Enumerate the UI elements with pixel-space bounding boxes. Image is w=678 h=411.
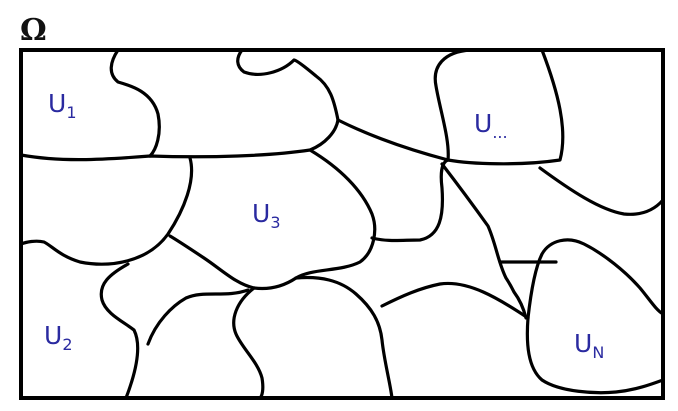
label-u3-base: U — [252, 199, 270, 228]
curve-u3-left — [19, 156, 194, 266]
label-udots-base: U — [474, 109, 492, 138]
domain-omega-label: Ω — [20, 13, 47, 48]
curve-udots-top — [433, 48, 472, 162]
subdomain-curves — [19, 48, 665, 400]
curve-u2-bottom-mid — [232, 286, 265, 400]
curve-top-row-divider — [19, 118, 340, 162]
curve-right-vertical — [440, 162, 528, 320]
label-udots: U... — [474, 109, 508, 142]
domain-boundary — [19, 48, 665, 400]
curve-u1-boundary — [109, 48, 161, 158]
curve-udots-left — [336, 48, 565, 166]
label-u1: U1 — [48, 89, 77, 122]
curve-u2-top — [99, 262, 140, 400]
label-u1-base: U — [48, 89, 66, 118]
label-un-sub: N — [592, 343, 604, 362]
label-u3-sub: 3 — [270, 213, 280, 232]
label-u2-sub: 2 — [62, 335, 72, 354]
label-un: UN — [574, 329, 604, 362]
curve-lower-mid-left — [294, 275, 394, 400]
curve-un-top — [526, 238, 665, 320]
label-un-base: U — [574, 329, 592, 358]
label-u2: U2 — [44, 321, 73, 354]
curve-right-sweep — [538, 166, 665, 216]
curve-un-loop — [525, 316, 665, 395]
region-labels: U1 U2 U3 U... UN — [44, 89, 604, 362]
curve-top-bump — [236, 48, 340, 122]
label-u3: U3 — [252, 199, 281, 232]
curve-u3-inner-step — [370, 158, 450, 243]
label-u1-sub: 1 — [66, 103, 76, 122]
label-udots-sub: ... — [492, 123, 507, 142]
label-u2-base: U — [44, 321, 62, 350]
curve-lower-mid-join — [380, 281, 530, 320]
curve-u2-inner — [146, 288, 250, 346]
